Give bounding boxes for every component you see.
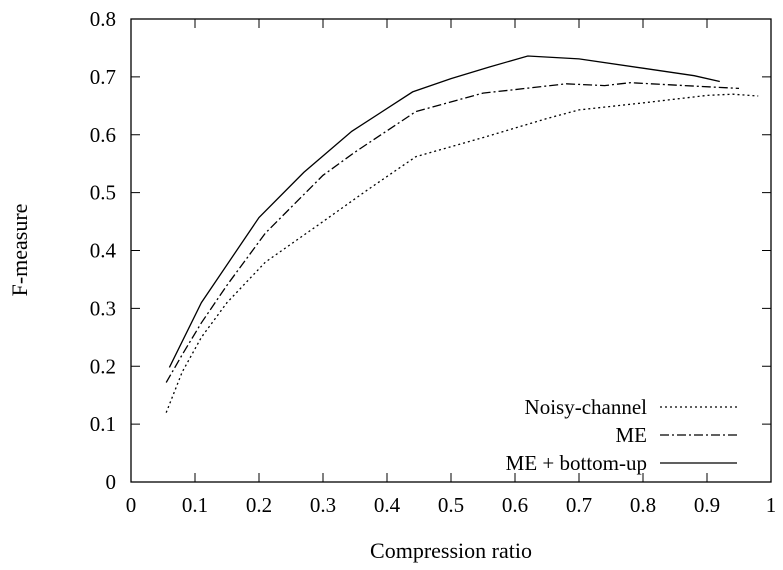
series-line-2 [168, 55, 720, 368]
x-tick-label: 0.3 [310, 493, 336, 517]
x-tick-label: 0.7 [566, 493, 592, 517]
x-axis-title: Compression ratio [370, 538, 532, 563]
series-line-0 [165, 93, 759, 413]
x-tick-label: 0.6 [502, 493, 528, 517]
y-axis-title: F-measure [7, 204, 32, 297]
x-tick-label: 0.4 [374, 493, 401, 517]
y-tick-label: 0.6 [90, 123, 116, 147]
x-tick-label: 0.9 [694, 493, 720, 517]
y-tick-label: 0.2 [90, 354, 116, 378]
plot-frame [130, 18, 772, 483]
x-tick-label: 0.5 [438, 493, 464, 517]
y-tick-label: 0.7 [90, 65, 116, 89]
y-axis: 0 0.1 0.2 0.3 0.4 0.5 0.6 0.7 0.8 [90, 7, 771, 494]
y-tick-label: 0.1 [90, 412, 116, 436]
x-tick-label: 0 [126, 493, 137, 517]
x-tick-label: 0.2 [246, 493, 272, 517]
legend-label-1: ME [616, 423, 648, 447]
y-tick-label: 0.5 [90, 181, 116, 205]
y-tick-label: 0.4 [90, 239, 117, 263]
series-line-1 [165, 82, 740, 383]
series-group [165, 55, 759, 413]
legend: Noisy-channel ME ME + bottom-up [506, 395, 737, 475]
legend-label-0: Noisy-channel [525, 395, 648, 419]
legend-label-2: ME + bottom-up [506, 451, 647, 475]
y-tick-label: 0 [106, 470, 117, 494]
x-axis: 0 0.1 0.2 0.3 0.4 0.5 0.6 0.7 0.8 0.9 1 [126, 19, 777, 517]
x-tick-label: 0.1 [182, 493, 208, 517]
x-tick-label: 1 [766, 493, 777, 517]
y-tick-label: 0.8 [90, 7, 116, 31]
x-tick-label: 0.8 [630, 493, 656, 517]
y-tick-label: 0.3 [90, 296, 116, 320]
